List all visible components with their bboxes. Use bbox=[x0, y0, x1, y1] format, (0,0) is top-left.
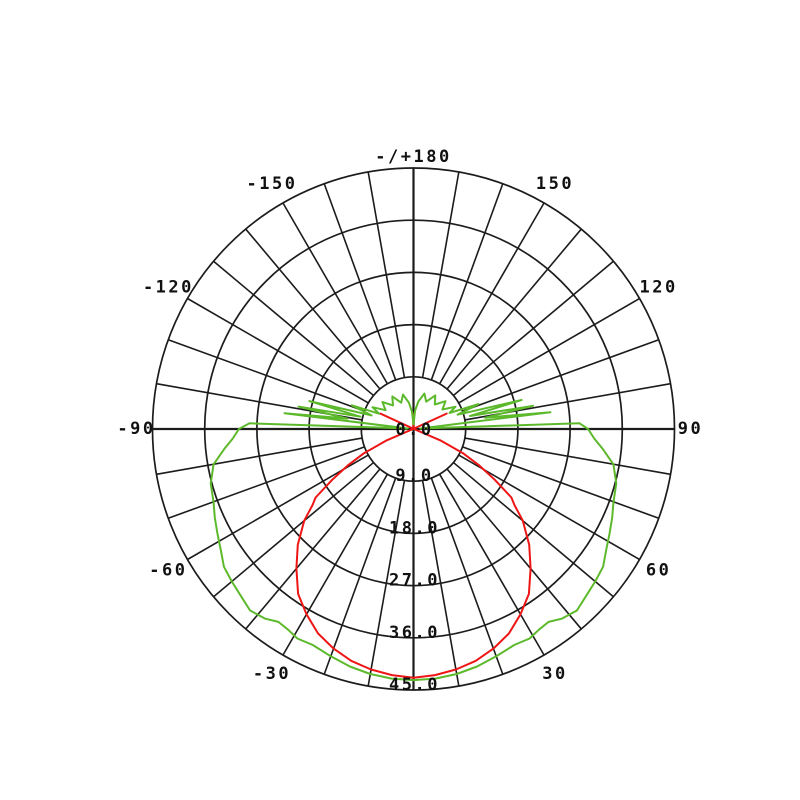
polar-grid-spoke bbox=[367, 480, 406, 687]
angle-label--120: -120 bbox=[143, 278, 194, 298]
radial-tick-label-0: 0.0 bbox=[395, 420, 433, 440]
polar-grid-spoke bbox=[430, 183, 504, 381]
labels-layer: -/+180 -150 150 -120 120 -90 90 -60 60 -30 30 0.0 9.… bbox=[117, 147, 703, 695]
radial-tick-label-9: 9.0 bbox=[395, 466, 433, 486]
polar-grid-spoke bbox=[430, 477, 504, 675]
polar-grid-spoke bbox=[446, 468, 582, 630]
radial-tick-label-18: 18.0 bbox=[389, 518, 440, 538]
radial-tick-label-45: 45.0 bbox=[389, 675, 440, 695]
polar-grid-spoke bbox=[367, 171, 406, 378]
polar-grid-spoke bbox=[167, 446, 365, 520]
polar-grid-spoke bbox=[458, 454, 640, 561]
angle-label--60: -60 bbox=[149, 561, 187, 581]
polar-grid-spoke bbox=[187, 454, 369, 561]
radial-tick-label-36: 36.0 bbox=[389, 623, 440, 643]
polar-grid-spoke bbox=[438, 473, 545, 656]
angle-label-30: 30 bbox=[542, 664, 567, 684]
angle-label--30: -30 bbox=[253, 664, 291, 684]
angle-label-60: 60 bbox=[646, 561, 671, 581]
polar-grid-spoke bbox=[464, 437, 671, 476]
polar-grid-spoke bbox=[245, 468, 381, 630]
radial-tick-label-27: 27.0 bbox=[389, 571, 440, 591]
angle-label-150: 150 bbox=[536, 174, 574, 194]
polar-grid-spoke bbox=[458, 297, 640, 404]
polar-grid-spoke bbox=[323, 477, 397, 675]
green-curve-line bbox=[209, 392, 618, 682]
polar-grid-spoke bbox=[282, 473, 389, 656]
polar-grid-spoke bbox=[323, 183, 397, 381]
curves-layer bbox=[209, 392, 618, 682]
polar-grid-spoke bbox=[446, 228, 582, 390]
polar-grid-spoke bbox=[213, 461, 375, 598]
polar-grid-spoke bbox=[187, 297, 369, 404]
polar-grid-spoke bbox=[245, 228, 381, 390]
polar-grid-spoke bbox=[452, 461, 614, 598]
polar-grid-spokes bbox=[156, 171, 671, 687]
polar-grid-spoke bbox=[438, 202, 545, 385]
red-curve-line bbox=[295, 412, 532, 679]
angle-label-180: -/+180 bbox=[375, 147, 451, 167]
polar-grid-spoke bbox=[421, 171, 460, 378]
angle-label--90: -90 bbox=[117, 419, 155, 439]
polar-grid-spoke bbox=[213, 260, 375, 397]
angle-label-90: 90 bbox=[678, 419, 703, 439]
angle-label--150: -150 bbox=[247, 174, 298, 194]
polar-grid-spoke bbox=[452, 260, 614, 397]
polar-grid-spoke bbox=[282, 202, 389, 385]
polar-grid-spoke bbox=[462, 446, 660, 520]
angle-label-120: 120 bbox=[639, 278, 677, 298]
polar-grid-spoke bbox=[462, 338, 660, 412]
polar-grid-spoke bbox=[421, 480, 460, 687]
polar-grid-spoke bbox=[156, 437, 363, 476]
polar-grid-spoke bbox=[167, 338, 365, 412]
